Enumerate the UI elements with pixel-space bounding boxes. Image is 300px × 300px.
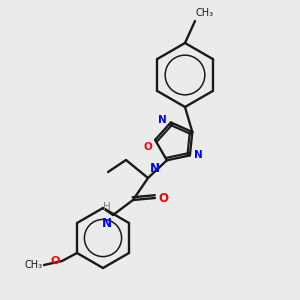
Text: N: N	[150, 162, 160, 175]
Text: N: N	[102, 217, 112, 230]
Text: H: H	[103, 202, 111, 212]
Text: N: N	[158, 116, 167, 125]
Text: CH₃: CH₃	[25, 260, 43, 270]
Text: O: O	[158, 191, 168, 205]
Text: N: N	[194, 150, 203, 161]
Text: O: O	[143, 142, 152, 152]
Text: O: O	[51, 256, 60, 266]
Text: CH₃: CH₃	[196, 8, 214, 18]
